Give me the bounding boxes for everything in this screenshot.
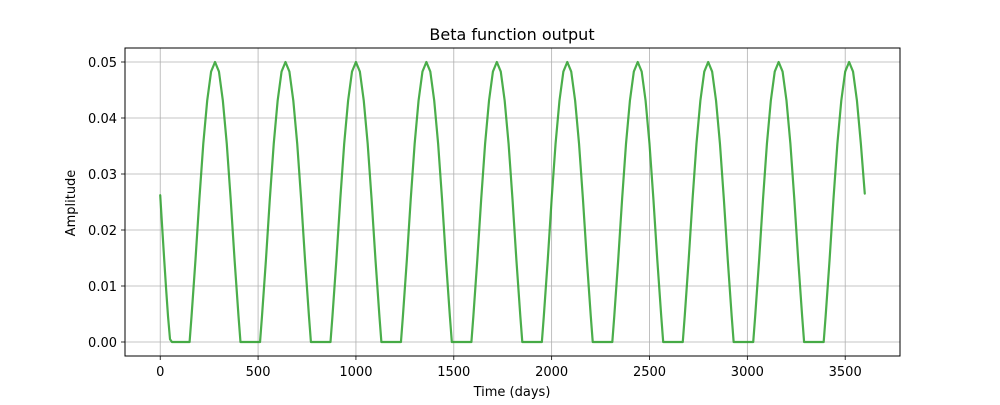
y-tick-label: 0.01 — [88, 280, 117, 295]
y-tick-label: 0.00 — [88, 336, 117, 351]
y-tick-label: 0.02 — [88, 224, 117, 239]
y-tick-label: 0.05 — [88, 56, 117, 71]
x-axis-label: Time (days) — [473, 385, 551, 400]
y-axis-label: Amplitude — [64, 170, 79, 237]
x-tick-label: 2000 — [535, 365, 568, 380]
chart-title: Beta function output — [429, 25, 594, 44]
grid-layer — [125, 48, 900, 356]
x-tick-label: 500 — [246, 365, 271, 380]
x-tick-label: 0 — [156, 365, 164, 380]
x-tick-label: 1000 — [339, 365, 372, 380]
x-tick-label: 3000 — [731, 365, 764, 380]
plot-area-frame — [124, 47, 901, 357]
x-tick-label: 2500 — [633, 365, 666, 380]
series-line — [159, 60, 866, 344]
series-layer — [159, 60, 866, 344]
tick-layer: 0 500 1000 1500 2000 2500 3000 3500 0.00 0.01 0.02… — [88, 56, 862, 380]
x-tick-label: 1500 — [437, 365, 470, 380]
y-tick-label: 0.03 — [88, 168, 117, 183]
y-tick-label: 0.04 — [88, 112, 117, 127]
x-tick-label: 3500 — [829, 365, 862, 380]
